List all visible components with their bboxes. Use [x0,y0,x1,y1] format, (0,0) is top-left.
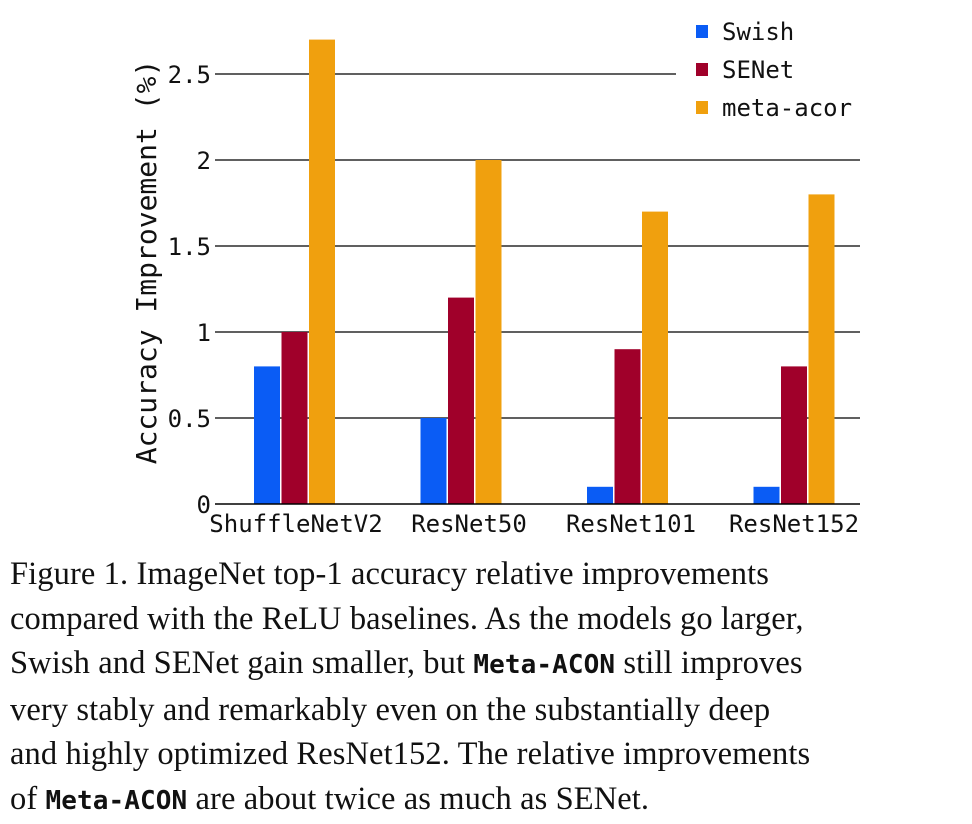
caption-code-meta-acon-2: Meta-ACON [45,785,188,816]
bars [254,39,835,504]
bar-meta-acon-shufflenetv2 [309,39,335,504]
bar-swish-shufflenetv2 [254,366,280,504]
caption-line-4: very stably and remarkably even on the s… [10,691,771,728]
legend-swatch-1 [696,63,708,76]
bar-swish-resnet50 [420,418,447,504]
legend-swatch-0 [696,25,708,38]
caption-line-6-text-start: of [10,780,46,817]
bar-meta-acon-resnet152 [808,194,835,504]
bar-chart: 0 0.5 1 1.5 2 2.5 ShuffleNetV2 ResNet50 ResNet1… [130,14,860,538]
y-tick-label-4: 2 [197,147,211,175]
x-tick-label-resnet152: ResNet152 [729,510,859,538]
y-tick-label-0: 0 [197,491,211,519]
legend-swatch-2 [696,101,708,114]
caption-line-3: Swish and SENet gain smaller, but Meta-A… [10,641,965,688]
figure-caption: Figure 1. ImageNet top-1 accuracy relati… [10,552,965,823]
bar-senet-resnet50 [448,297,474,504]
legend-label-2: meta-acor [722,94,852,122]
legend-label-0: Swish [722,18,794,46]
caption-line-5: and highly optimized ResNet152. The rela… [10,736,811,772]
legend: Swish SENet meta-acor [676,14,860,126]
y-tick-labels: 0 0.5 1 1.5 2 2.5 [168,61,211,519]
caption-line-3-text-start: Swish and SENet gain smaller, but [10,645,474,681]
y-axis-label: Accuracy Improvement (%) [130,60,163,465]
x-tick-label-resnet101: ResNet101 [566,510,696,538]
y-tick-label-1: 0.5 [168,405,211,433]
caption-line-6: of Meta-ACON are about twice as much as … [10,777,965,824]
legend-label-1: SENet [722,56,794,84]
bar-senet-resnet152 [781,366,807,504]
bar-senet-shufflenetv2 [281,332,308,504]
bar-meta-acon-resnet50 [475,160,502,504]
x-tick-label-resnet50: ResNet50 [411,510,527,538]
y-tick-label-5: 2.5 [168,61,211,89]
caption-line-2: compared with the ReLU baselines. As the… [10,600,804,637]
x-tick-label-shufflenetv2: ShuffleNetV2 [209,510,382,538]
bar-swish-resnet152 [753,486,780,504]
caption-code-meta-acon: Meta-ACON [473,650,616,680]
bar-senet-resnet101 [614,349,641,504]
bar-swish-resnet101 [587,486,613,504]
bar-meta-acon-resnet101 [642,211,668,504]
caption-line-1: Figure 1. ImageNet top-1 accuracy relati… [10,556,770,592]
x-tick-labels: ShuffleNetV2 ResNet50 ResNet101 ResNet152 [209,510,859,538]
y-tick-label-3: 1.5 [168,233,211,261]
caption-line-6-text-end: are about twice as much as SENet. [187,780,650,817]
y-tick-label-2: 1 [197,319,211,347]
caption-line-3-text-end: still improves [615,645,803,681]
